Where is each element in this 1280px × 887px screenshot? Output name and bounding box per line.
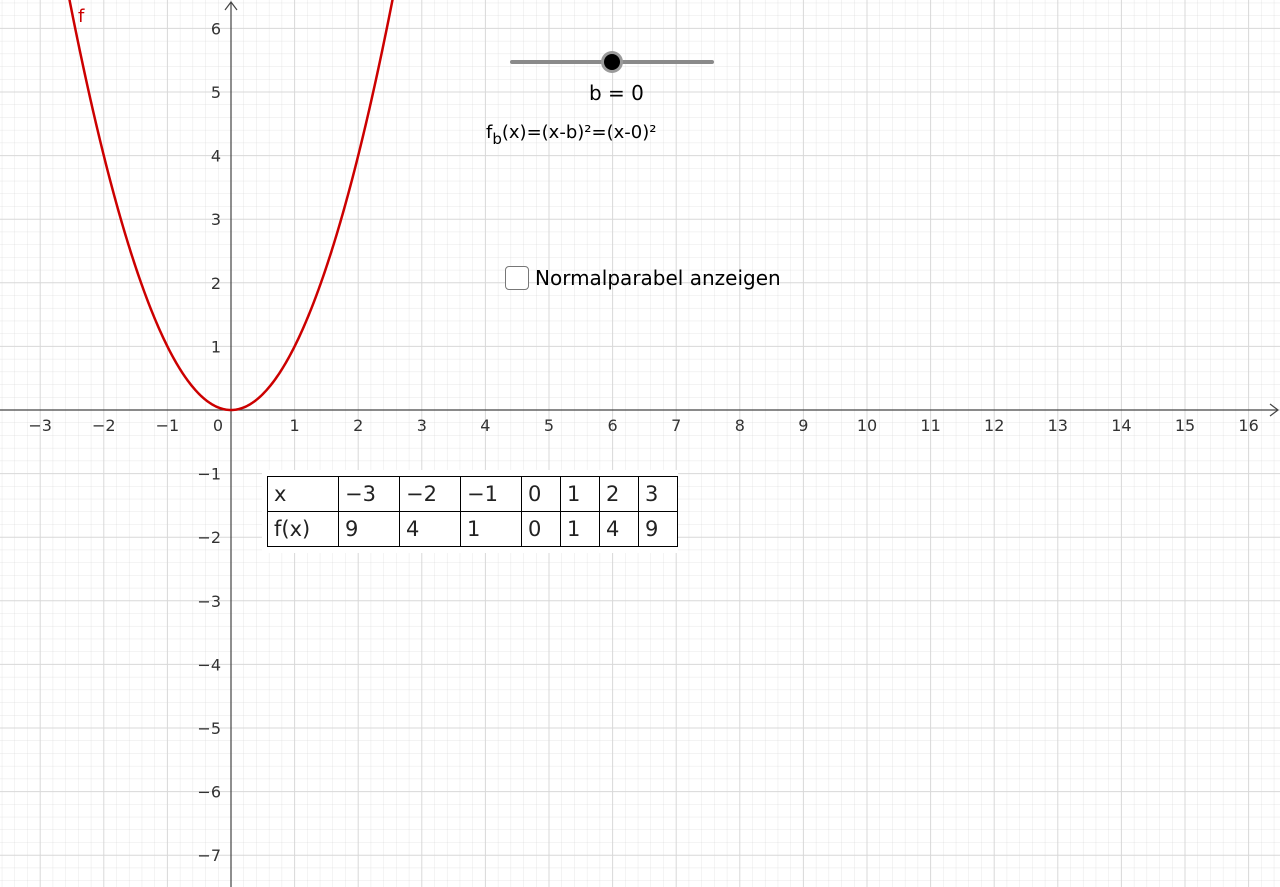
y-tick-label: −4 <box>197 655 221 674</box>
x-tick-label: 11 <box>920 416 940 435</box>
y-tick-label: 2 <box>211 274 221 293</box>
x-tick-label: 12 <box>984 416 1004 435</box>
y-tick-label: −1 <box>197 465 221 484</box>
y-axis-arrow <box>224 0 238 11</box>
table-cell: 2 <box>599 476 639 512</box>
checkbox[interactable] <box>505 266 529 290</box>
function-formula: fb(x)=(x-b)²=(x-0)² <box>486 122 656 148</box>
checkbox-label: Normalparabel anzeigen <box>535 266 781 290</box>
slider-value-label: b = 0 <box>589 81 644 105</box>
value-table-container: x −3 −2 −1 0 1 2 3 f(x) 9 4 1 0 1 4 9 <box>262 470 678 553</box>
table-cell: 4 <box>399 511 461 547</box>
table-cell: 1 <box>460 511 522 547</box>
normalparabel-toggle[interactable]: Normalparabel anzeigen <box>505 266 781 290</box>
value-table: x −3 −2 −1 0 1 2 3 f(x) 9 4 1 0 1 4 9 <box>267 476 678 547</box>
x-tick-label: 2 <box>353 416 363 435</box>
y-tick-label: 6 <box>211 19 221 38</box>
formula-subscript: b <box>492 130 502 148</box>
function-label: f <box>78 6 85 27</box>
x-tick-label: 3 <box>417 416 427 435</box>
table-cell: 9 <box>638 511 678 547</box>
y-tick-label: 3 <box>211 210 221 229</box>
formula-prefix: f <box>486 122 493 143</box>
y-tick-label: −2 <box>197 528 221 547</box>
x-tick-label: 0 <box>213 416 223 435</box>
table-cell: f(x) <box>267 511 339 547</box>
table-cell: 0 <box>521 476 561 512</box>
table-cell: 4 <box>599 511 639 547</box>
table-cell: x <box>267 476 339 512</box>
x-tick-label: 16 <box>1238 416 1258 435</box>
x-tick-label: 9 <box>798 416 808 435</box>
x-tick-label: 14 <box>1111 416 1131 435</box>
table-row-fx: f(x) 9 4 1 0 1 4 9 <box>267 511 678 547</box>
table-cell: −2 <box>399 476 461 512</box>
x-tick-label: −2 <box>92 416 116 435</box>
table-cell: 9 <box>338 511 400 547</box>
y-tick-label: −3 <box>197 592 221 611</box>
x-tick-label: −3 <box>28 416 52 435</box>
table-cell: 0 <box>521 511 561 547</box>
y-tick-label: −7 <box>197 846 221 865</box>
x-axis-arrow <box>1269 403 1279 417</box>
y-tick-label: 4 <box>211 147 221 166</box>
slider-thumb[interactable] <box>604 54 620 70</box>
x-tick-label: 1 <box>290 416 300 435</box>
table-cell: 1 <box>560 511 600 547</box>
x-tick-label: 13 <box>1048 416 1068 435</box>
x-tick-label: 6 <box>608 416 618 435</box>
y-tick-label: −5 <box>197 719 221 738</box>
table-cell: 3 <box>638 476 678 512</box>
x-tick-label: 7 <box>671 416 681 435</box>
y-tick-label: 5 <box>211 83 221 102</box>
table-cell: −3 <box>338 476 400 512</box>
table-cell: 1 <box>560 476 600 512</box>
y-tick-label: −6 <box>197 783 221 802</box>
tick-labels: −3 −2 −1 0 1 2 3 4 5 6 7 8 9 10 11 12 13 14 15 16123456−1−2… <box>28 19 1258 865</box>
function-curve-f[interactable] <box>68 0 394 412</box>
x-tick-label: 4 <box>480 416 490 435</box>
formula-body: (x)=(x-b)²=(x-0)² <box>501 122 657 143</box>
x-tick-label: 8 <box>735 416 745 435</box>
x-tick-label: 10 <box>857 416 877 435</box>
y-tick-label: 1 <box>211 337 221 356</box>
x-tick-label: 5 <box>544 416 554 435</box>
b-slider[interactable] <box>506 50 718 74</box>
x-tick-label: −1 <box>156 416 180 435</box>
table-row-x: x −3 −2 −1 0 1 2 3 <box>267 476 678 512</box>
table-cell: −1 <box>460 476 522 512</box>
x-tick-label: 15 <box>1175 416 1195 435</box>
